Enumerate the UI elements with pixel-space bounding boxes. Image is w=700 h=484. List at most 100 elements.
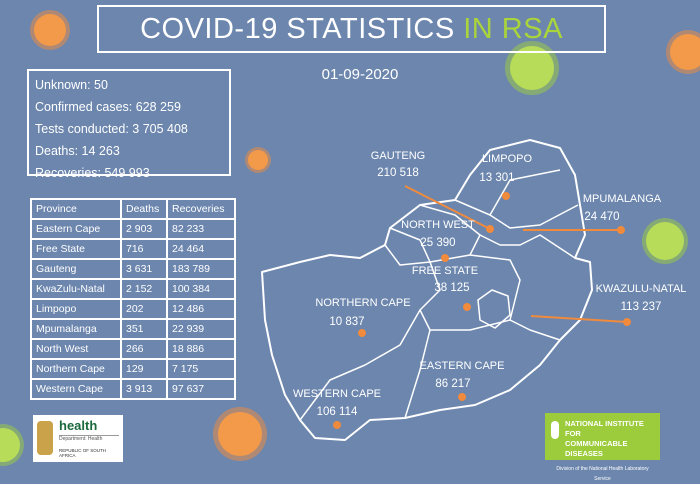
table-row: Western Cape 3 913 97 637 (30, 378, 236, 400)
title-main: COVID-19 STATISTICS (140, 13, 455, 45)
western-cape-label: WESTERN CAPE (292, 388, 382, 400)
sa-map (261, 139, 631, 441)
cell-deaths: 266 (120, 338, 168, 360)
cell-province: Limpopo (30, 298, 122, 320)
cell-deaths: 202 (120, 298, 168, 320)
table-row: Free State 716 24 464 (30, 238, 236, 260)
table-row: Limpopo 202 12 486 (30, 298, 236, 320)
table-row: KwaZulu-Natal 2 152 100 384 (30, 278, 236, 300)
north-west-marker (441, 254, 449, 262)
mpumalanga-cases: 24 470 (584, 211, 620, 223)
summary-unknown: Unknown: 50 (35, 78, 108, 92)
title-highlight: IN RSA (463, 13, 563, 45)
table-row: Northern Cape 129 7 175 (30, 358, 236, 380)
cell-province: Eastern Cape (30, 218, 122, 240)
health-logo-word: health (59, 418, 98, 433)
limpopo-marker (502, 192, 510, 200)
gauteng-marker (486, 225, 494, 233)
northern-cape-cases: 10 837 (329, 316, 365, 328)
virus-orange-decoration (248, 150, 268, 170)
cell-recoveries: 22 939 (166, 318, 236, 340)
virus-green-decoration (0, 428, 20, 462)
cell-province: Mpumalanga (30, 318, 122, 340)
gauteng-cases: 210 518 (377, 167, 419, 179)
cell-deaths: 2 903 (120, 218, 168, 240)
northern-cape-label: NORTHERN CAPE (315, 297, 411, 309)
cell-recoveries: 7 175 (166, 358, 236, 380)
virus-green-decoration (510, 46, 554, 90)
virus-orange-decoration (218, 412, 262, 456)
eastern-cape-marker (458, 393, 466, 401)
summary-box: Unknown: 50 Confirmed cases: 628 259 Tes… (27, 69, 231, 180)
limpopo-label: LIMPOPO (481, 153, 533, 165)
free-state-cases: 38 125 (434, 282, 470, 294)
virus-orange-decoration (34, 14, 66, 46)
nicd-emblem-icon (551, 421, 559, 439)
kzn-cases: 113 237 (620, 301, 662, 313)
north-west-cases: 25 390 (420, 237, 456, 249)
page-title: COVID-19 STATISTICS IN RSA (97, 5, 606, 53)
table-row: Eastern Cape 2 903 82 233 (30, 218, 236, 240)
cell-recoveries: 82 233 (166, 218, 236, 240)
cell-deaths: 351 (120, 318, 168, 340)
kzn-marker (623, 318, 631, 326)
cell-province: Gauteng (30, 258, 122, 280)
cell-recoveries: 97 637 (166, 378, 236, 400)
eastern-cape-cases: 86 217 (435, 378, 471, 390)
free-state-label: FREE STATE (411, 265, 479, 277)
summary-recoveries: Recoveries: 549 993 (35, 166, 150, 180)
mpumalanga-marker (617, 226, 625, 234)
virus-orange-decoration (670, 34, 700, 70)
western-cape-cases: 106 114 (316, 406, 358, 418)
cell-recoveries: 100 384 (166, 278, 236, 300)
cell-province: KwaZulu-Natal (30, 278, 122, 300)
northern-cape-marker (358, 329, 366, 337)
nicd-line1: NATIONAL INSTITUTE FOR (565, 419, 644, 438)
nicd-subtitle: Division of the National Health Laborato… (556, 466, 649, 482)
cell-province: Western Cape (30, 378, 122, 400)
lesotho-outline (477, 289, 511, 329)
gauteng-leader-line (404, 185, 491, 230)
north-west-label: NORTH WEST (401, 219, 475, 231)
nicd-logo: NATIONAL INSTITUTE FOR COMMUNICABLE DISE… (545, 413, 660, 482)
gauteng-label: GAUTENG (370, 150, 426, 162)
virus-green-decoration (646, 222, 684, 260)
table-row: North West 266 18 886 (30, 338, 236, 360)
cell-province: Free State (30, 238, 122, 260)
summary-tests: Tests conducted: 3 705 408 (35, 122, 188, 136)
coat-of-arms-icon (37, 421, 53, 455)
cell-deaths: 2 152 (120, 278, 168, 300)
limpopo-cases: 13 301 (479, 172, 515, 184)
cell-deaths: 129 (120, 358, 168, 380)
health-logo-country: REPUBLIC OF SOUTH AFRICA (59, 448, 107, 458)
cell-recoveries: 12 486 (166, 298, 236, 320)
header-province: Province (30, 198, 122, 220)
cell-province: North West (30, 338, 122, 360)
nicd-line2: COMMUNICABLE DISEASES (565, 439, 628, 458)
header-deaths: Deaths (120, 198, 168, 220)
summary-confirmed: Confirmed cases: 628 259 (35, 100, 181, 114)
western-cape-marker (333, 421, 341, 429)
cell-recoveries: 18 886 (166, 338, 236, 360)
eastern-cape-label: EASTERN CAPE (419, 360, 505, 372)
province-table: Province Deaths Recoveries Eastern Cape 2 9… (30, 198, 236, 400)
header-recoveries: Recoveries (166, 198, 236, 220)
table-header: Province Deaths Recoveries (30, 198, 236, 220)
province-borders (299, 169, 579, 421)
kzn-label: KWAZULU-NATAL (595, 283, 687, 295)
cell-province: Northern Cape (30, 358, 122, 380)
cell-deaths: 3 913 (120, 378, 168, 400)
mpumalanga-label: MPUMALANGA (582, 193, 662, 205)
summary-deaths: Deaths: 14 263 (35, 144, 120, 158)
health-department-logo: health Department: Health REPUBLIC OF SO… (33, 415, 123, 462)
cell-recoveries: 183 789 (166, 258, 236, 280)
report-date: 01-09-2020 (321, 66, 399, 83)
table-row: Mpumalanga 351 22 939 (30, 318, 236, 340)
table-row: Gauteng 3 631 183 789 (30, 258, 236, 280)
free-state-marker (463, 303, 471, 311)
country-outline (261, 139, 593, 441)
cell-deaths: 3 631 (120, 258, 168, 280)
cell-recoveries: 24 464 (166, 238, 236, 260)
health-logo-dept: Department: Health (59, 435, 119, 442)
cell-deaths: 716 (120, 238, 168, 260)
